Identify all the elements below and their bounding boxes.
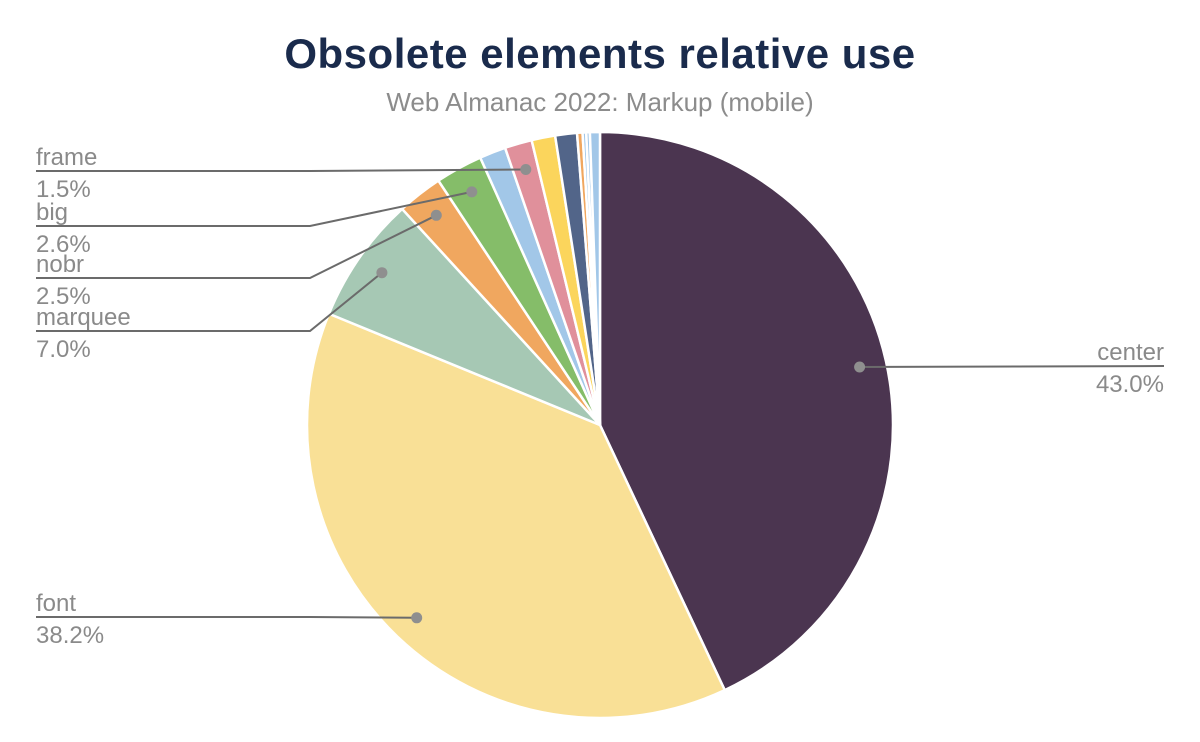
leader-dot-center [854, 361, 866, 373]
leader-dot-big [466, 186, 478, 198]
leader-line-font [36, 616, 417, 619]
pie-slice-center[interactable] [598, 130, 895, 692]
slice-value-font: 38.2% [36, 622, 104, 649]
slice-value-center: 43.0% [1096, 371, 1164, 398]
slice-value-nobr: 2.5% [36, 283, 91, 310]
slice-label-frame: frame [36, 144, 97, 171]
slice-label-center: center [1097, 339, 1164, 366]
leader-line-nobr [36, 214, 437, 279]
leader-line-marquee [36, 271, 383, 332]
leader-dot-marquee [376, 267, 388, 279]
slice-value-marquee: 7.0% [36, 336, 91, 363]
leader-line-center [859, 365, 1165, 368]
slice-label-big: big [36, 199, 68, 226]
leader-dot-font [411, 612, 423, 624]
slice-value-big: 2.6% [36, 231, 91, 258]
slice-label-marquee: marquee [36, 304, 131, 331]
leader-dot-nobr [430, 209, 442, 221]
pie-slice-unlabeled-12[interactable] [588, 130, 602, 426]
leader-line-big [36, 190, 473, 227]
leader-dot-frame [520, 164, 532, 175]
leader-line-frame [36, 168, 526, 172]
chart-title: Obsolete elements relative use [284, 30, 916, 77]
slice-label-font: font [36, 590, 76, 617]
pie-slice-marquee[interactable] [327, 207, 601, 427]
slice-value-frame: 1.5% [36, 176, 91, 203]
slice-label-nobr: nobr [36, 251, 84, 278]
chart-subtitle: Web Almanac 2022: Markup (mobile) [386, 87, 814, 117]
